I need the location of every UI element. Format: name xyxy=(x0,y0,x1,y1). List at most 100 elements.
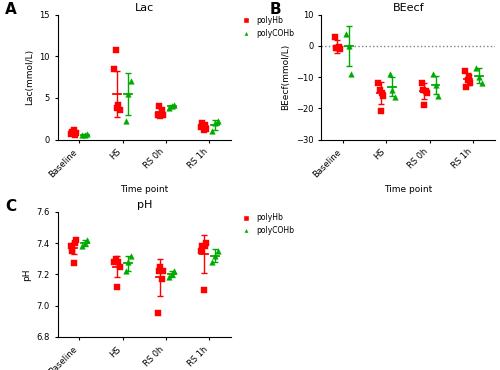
Point xyxy=(158,108,166,114)
Point xyxy=(81,132,89,138)
Point xyxy=(116,263,124,269)
Point xyxy=(464,77,471,83)
Y-axis label: BEecf(mmol/L): BEecf(mmol/L) xyxy=(282,44,290,110)
Point xyxy=(197,124,205,130)
Point xyxy=(68,248,76,254)
Point xyxy=(377,108,385,114)
Point xyxy=(475,74,483,80)
Point xyxy=(122,118,130,124)
Point xyxy=(388,87,396,92)
Point xyxy=(331,34,339,40)
Point xyxy=(432,82,440,88)
Point xyxy=(158,276,166,282)
Point xyxy=(386,71,394,77)
Point xyxy=(336,46,344,52)
Point xyxy=(335,44,343,50)
Point xyxy=(112,256,120,262)
Point xyxy=(165,275,173,280)
Point xyxy=(165,105,173,111)
Point xyxy=(376,87,384,92)
Point xyxy=(423,90,431,96)
Point xyxy=(466,80,474,86)
Point xyxy=(127,253,135,259)
Point xyxy=(202,240,210,246)
Title: pH: pH xyxy=(136,200,152,210)
Point xyxy=(114,102,122,108)
Point xyxy=(67,243,75,249)
Point xyxy=(84,131,92,137)
Point xyxy=(156,113,164,119)
Point xyxy=(200,127,208,132)
Point xyxy=(110,259,118,265)
Point xyxy=(81,240,89,246)
Point xyxy=(208,128,216,134)
Point xyxy=(168,103,175,109)
Point xyxy=(342,31,350,37)
Point xyxy=(378,90,386,96)
Y-axis label: Lac(mmol/L): Lac(mmol/L) xyxy=(25,49,34,105)
Point xyxy=(461,68,469,74)
Point xyxy=(170,268,178,274)
Y-axis label: pH: pH xyxy=(22,268,31,280)
Point xyxy=(70,127,78,133)
X-axis label: Time point: Time point xyxy=(120,185,168,194)
Point xyxy=(154,112,162,118)
Point xyxy=(420,102,428,108)
Point xyxy=(154,310,162,316)
Point xyxy=(67,131,75,137)
Text: B: B xyxy=(270,2,281,17)
Point xyxy=(110,66,118,72)
Point xyxy=(127,78,135,84)
Point xyxy=(380,93,388,99)
Point xyxy=(122,268,130,274)
Point xyxy=(418,80,426,86)
Point xyxy=(201,243,209,249)
Point xyxy=(155,268,163,274)
Point xyxy=(465,74,473,80)
Point xyxy=(198,243,206,249)
Point xyxy=(156,263,164,269)
Point xyxy=(78,243,86,249)
Title: BEecf: BEecf xyxy=(392,3,424,13)
Point xyxy=(374,80,382,86)
Point xyxy=(348,71,356,77)
Point xyxy=(84,237,92,243)
Point xyxy=(211,253,219,259)
Point xyxy=(155,103,163,109)
Point xyxy=(197,248,205,254)
Point xyxy=(390,94,398,100)
Point xyxy=(332,45,340,51)
Point xyxy=(170,102,178,108)
Point xyxy=(78,132,86,138)
Point xyxy=(116,108,124,114)
Point xyxy=(478,80,486,86)
Point xyxy=(159,268,167,274)
Point xyxy=(124,259,132,265)
Point xyxy=(434,93,442,99)
Point xyxy=(211,120,219,126)
Point xyxy=(71,132,79,138)
Point xyxy=(462,84,470,90)
Point xyxy=(68,129,76,135)
Point xyxy=(429,71,437,77)
Point xyxy=(419,87,427,92)
Point xyxy=(334,46,342,51)
Point xyxy=(70,260,78,266)
X-axis label: Time point: Time point xyxy=(384,185,432,194)
Point xyxy=(112,47,120,53)
Point xyxy=(422,88,430,94)
Point xyxy=(198,120,206,126)
Text: A: A xyxy=(6,2,17,17)
Point xyxy=(72,237,80,243)
Legend: polyHb, polyCOHb: polyHb, polyCOHb xyxy=(238,213,294,235)
Point xyxy=(472,65,480,71)
Point xyxy=(71,240,79,246)
Point xyxy=(114,259,122,265)
Point xyxy=(208,259,216,265)
Point xyxy=(113,105,121,111)
Point xyxy=(201,122,209,128)
Point xyxy=(344,43,352,49)
Point xyxy=(202,126,210,132)
Point xyxy=(200,287,208,293)
Point xyxy=(124,91,132,97)
